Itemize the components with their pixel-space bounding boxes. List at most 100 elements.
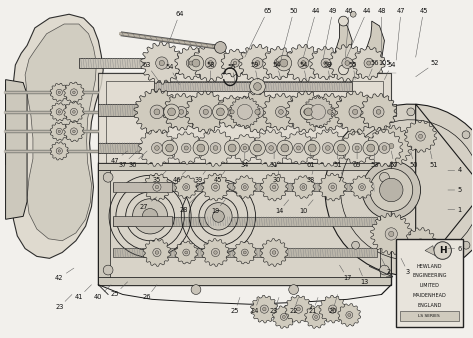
Polygon shape bbox=[350, 176, 373, 198]
Circle shape bbox=[310, 104, 325, 119]
Polygon shape bbox=[233, 241, 256, 264]
Circle shape bbox=[228, 144, 236, 152]
Circle shape bbox=[212, 104, 228, 120]
Polygon shape bbox=[13, 14, 103, 258]
Polygon shape bbox=[143, 173, 171, 201]
Circle shape bbox=[151, 143, 162, 153]
Polygon shape bbox=[367, 21, 385, 67]
Text: 46: 46 bbox=[345, 8, 353, 57]
Text: 63: 63 bbox=[143, 62, 160, 82]
Circle shape bbox=[338, 144, 345, 152]
Circle shape bbox=[325, 146, 330, 150]
Circle shape bbox=[70, 108, 78, 115]
Text: 25: 25 bbox=[231, 297, 240, 314]
Circle shape bbox=[407, 108, 415, 116]
Text: 55: 55 bbox=[349, 62, 358, 80]
Circle shape bbox=[434, 242, 451, 259]
Text: 23: 23 bbox=[270, 297, 279, 314]
Circle shape bbox=[254, 144, 262, 152]
Circle shape bbox=[327, 110, 332, 114]
Polygon shape bbox=[263, 94, 299, 130]
Polygon shape bbox=[309, 47, 342, 79]
Polygon shape bbox=[175, 176, 198, 198]
Text: 59: 59 bbox=[250, 62, 259, 80]
Text: 24: 24 bbox=[250, 297, 260, 314]
Circle shape bbox=[389, 231, 394, 237]
Circle shape bbox=[342, 57, 353, 69]
Circle shape bbox=[379, 172, 389, 182]
Circle shape bbox=[231, 59, 239, 67]
Circle shape bbox=[322, 143, 333, 153]
Text: 26: 26 bbox=[143, 285, 157, 300]
Text: ENGINEERING: ENGINEERING bbox=[412, 273, 447, 279]
Text: 33: 33 bbox=[306, 170, 315, 183]
Circle shape bbox=[360, 186, 363, 189]
Polygon shape bbox=[139, 130, 175, 166]
Bar bbox=[98, 170, 110, 277]
Circle shape bbox=[250, 140, 265, 156]
Circle shape bbox=[298, 57, 309, 69]
Circle shape bbox=[382, 146, 387, 150]
Text: 1: 1 bbox=[448, 207, 462, 213]
Circle shape bbox=[58, 150, 61, 152]
Bar bbox=[113, 182, 172, 192]
Circle shape bbox=[211, 183, 219, 191]
Circle shape bbox=[156, 57, 168, 69]
Circle shape bbox=[251, 106, 263, 118]
Circle shape bbox=[379, 178, 403, 202]
Circle shape bbox=[224, 140, 240, 156]
Circle shape bbox=[407, 264, 415, 272]
Circle shape bbox=[373, 106, 384, 117]
Bar bbox=[113, 183, 377, 191]
Circle shape bbox=[243, 146, 246, 150]
Circle shape bbox=[362, 161, 420, 219]
Text: 45: 45 bbox=[416, 8, 428, 57]
Circle shape bbox=[73, 111, 75, 113]
Text: 40: 40 bbox=[94, 285, 111, 300]
Polygon shape bbox=[285, 44, 322, 82]
Circle shape bbox=[331, 307, 334, 311]
Circle shape bbox=[269, 146, 273, 150]
Bar bbox=[113, 248, 377, 257]
Circle shape bbox=[304, 108, 312, 116]
Polygon shape bbox=[50, 142, 69, 160]
Text: 54: 54 bbox=[273, 62, 281, 80]
Text: 41: 41 bbox=[75, 285, 91, 300]
Circle shape bbox=[419, 242, 422, 246]
Circle shape bbox=[217, 108, 224, 116]
Polygon shape bbox=[251, 295, 278, 323]
Circle shape bbox=[153, 183, 161, 191]
Circle shape bbox=[188, 55, 204, 71]
Polygon shape bbox=[360, 94, 397, 130]
Bar bbox=[98, 73, 391, 285]
Polygon shape bbox=[64, 102, 84, 122]
Text: 49: 49 bbox=[323, 8, 337, 60]
Bar bbox=[379, 170, 391, 277]
Text: HEWLAND: HEWLAND bbox=[417, 264, 442, 269]
Polygon shape bbox=[336, 21, 352, 70]
Circle shape bbox=[241, 184, 248, 191]
Circle shape bbox=[313, 314, 319, 320]
Circle shape bbox=[324, 106, 335, 117]
Circle shape bbox=[351, 241, 359, 249]
Circle shape bbox=[70, 89, 78, 96]
Circle shape bbox=[56, 109, 62, 115]
Circle shape bbox=[255, 109, 260, 115]
Circle shape bbox=[321, 58, 331, 68]
Bar bbox=[79, 58, 240, 68]
Circle shape bbox=[364, 58, 374, 68]
Polygon shape bbox=[170, 132, 202, 164]
Circle shape bbox=[243, 186, 246, 189]
Circle shape bbox=[462, 131, 470, 139]
Circle shape bbox=[255, 61, 260, 65]
Text: 55: 55 bbox=[228, 64, 236, 82]
Circle shape bbox=[270, 183, 278, 191]
Circle shape bbox=[176, 106, 187, 117]
Polygon shape bbox=[50, 103, 69, 121]
Text: 54: 54 bbox=[299, 62, 307, 80]
Text: 6: 6 bbox=[448, 246, 462, 251]
Polygon shape bbox=[311, 94, 348, 130]
Polygon shape bbox=[286, 91, 327, 132]
Circle shape bbox=[379, 143, 390, 153]
Circle shape bbox=[324, 61, 328, 65]
